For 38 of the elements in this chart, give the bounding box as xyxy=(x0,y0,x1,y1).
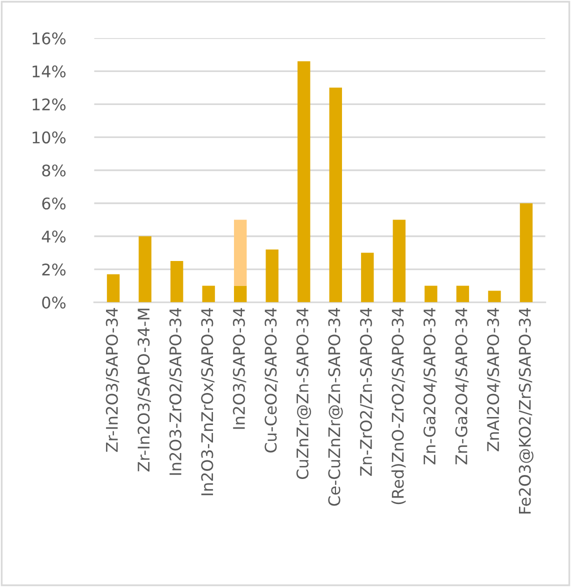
y-tick-label: 6% xyxy=(42,197,66,210)
y-tick-label: 10% xyxy=(32,131,66,144)
y-tick-label: 8% xyxy=(42,164,66,177)
bar xyxy=(170,261,184,302)
x-tick-label: In2O3-ZrO2/SAPO-34 xyxy=(169,308,183,475)
x-tick-label: Fe2O3@KO2/ZrS/SAPO-34 xyxy=(518,308,534,514)
x-tick-label: Zr-In2O3/SAPO-34 xyxy=(106,308,120,452)
bar xyxy=(234,220,247,286)
x-tick-label: Ce-CuZnZr@Zn-SAPO-34 xyxy=(328,308,343,506)
x-tick-label: ZnAl2O4/SAPO-34 xyxy=(486,308,500,452)
bar xyxy=(106,274,120,302)
bar xyxy=(488,290,501,302)
bar xyxy=(392,220,406,302)
bar xyxy=(329,88,342,302)
x-tick-label: Zn-Ga2O4/SAPO-34 xyxy=(455,308,469,464)
bar xyxy=(234,286,247,302)
x-tick-label: Cu-CeO2/SAPO-34 xyxy=(264,308,278,452)
bar xyxy=(266,249,278,302)
x-tick-label: (Red)ZnO-ZrO2/SAPO-34 xyxy=(391,308,406,504)
x-tick-label: CuZnZr@Zn-SAPO-34 xyxy=(296,308,312,480)
bar xyxy=(456,286,470,302)
bar xyxy=(424,286,438,302)
y-tick-label: 4% xyxy=(42,230,66,243)
bar xyxy=(520,203,533,302)
y-tick-label: 14% xyxy=(32,65,66,78)
bar xyxy=(202,286,215,302)
x-tick-label: Zr-In2O3/SAPO-34-M xyxy=(138,308,151,472)
x-tick-label: Zn-Ga2O4/SAPO-34 xyxy=(423,308,437,464)
bar xyxy=(138,236,152,302)
y-tick-label: 2% xyxy=(42,264,66,276)
x-tick-label: In2O3/SAPO-34 xyxy=(232,308,246,429)
y-tick-label: 0% xyxy=(42,296,66,309)
y-tick-label: 16% xyxy=(32,32,66,44)
bar xyxy=(361,252,374,302)
y-tick-label: 12% xyxy=(32,98,66,110)
x-tick-label: In2O3-ZnZrOx/SAPO-34 xyxy=(201,308,214,496)
x-tick-label: Zn-ZrO2/Zn-SAPO-34 xyxy=(360,308,374,476)
bar xyxy=(298,61,310,302)
